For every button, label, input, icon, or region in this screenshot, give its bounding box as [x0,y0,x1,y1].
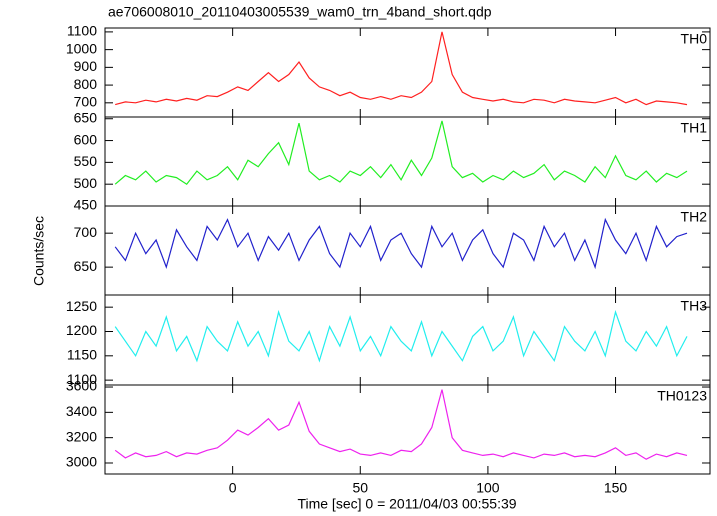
x-tick-label: 100 [476,480,500,496]
y-tick-label: 600 [74,131,98,147]
panel-frame [104,116,711,207]
y-tick-label: 650 [74,109,98,125]
panel-frame [104,27,711,118]
data-line [114,309,688,363]
y-tick-label: 500 [74,175,98,191]
data-line [114,217,688,270]
y-tick-label: 550 [74,153,98,169]
y-tick-label: 1100 [67,23,97,39]
y-tick-label: 800 [74,76,98,92]
x-axis-label: Time [sec] 0 = 2011/04/03 00:55:39 [297,496,516,512]
x-tick-label: 150 [604,480,628,496]
panel-label: TH0 [681,31,708,47]
panel-label: TH3 [681,298,708,314]
y-tick-label: 1250 [66,298,97,314]
y-tick-label: 3200 [66,428,97,444]
y-tick-label: 700 [74,94,98,110]
y-tick-label: 3400 [66,403,97,419]
y-tick-label: 1000 [66,40,97,56]
y-tick-label: 900 [74,58,98,74]
y-tick-label: 700 [74,224,98,240]
panel-frame [104,205,711,296]
data-line [115,31,688,106]
y-tick-label: 1200 [66,322,97,338]
y-tick-label: 650 [74,258,98,274]
panel-label: TH0123 [657,388,707,404]
panel-frame [104,384,711,475]
chart-title: ae706008010_20110403005539_wam0_trn_4ban… [108,4,492,20]
data-line [114,389,688,460]
y-tick-label: 1150 [67,347,97,363]
panel-label: TH1 [681,120,708,136]
data-line [114,120,688,186]
y-axis-label: Counts/sec [31,216,47,286]
y-tick-label: 450 [74,197,98,213]
panel-frame [104,294,711,386]
y-tick-label: 3600 [66,378,97,394]
panel-label: TH2 [681,209,708,225]
x-tick-label: 50 [352,480,368,496]
y-tick-label: 1100 [67,371,97,387]
x-tick-label: 0 [229,480,237,496]
y-tick-label: 3000 [66,454,97,470]
